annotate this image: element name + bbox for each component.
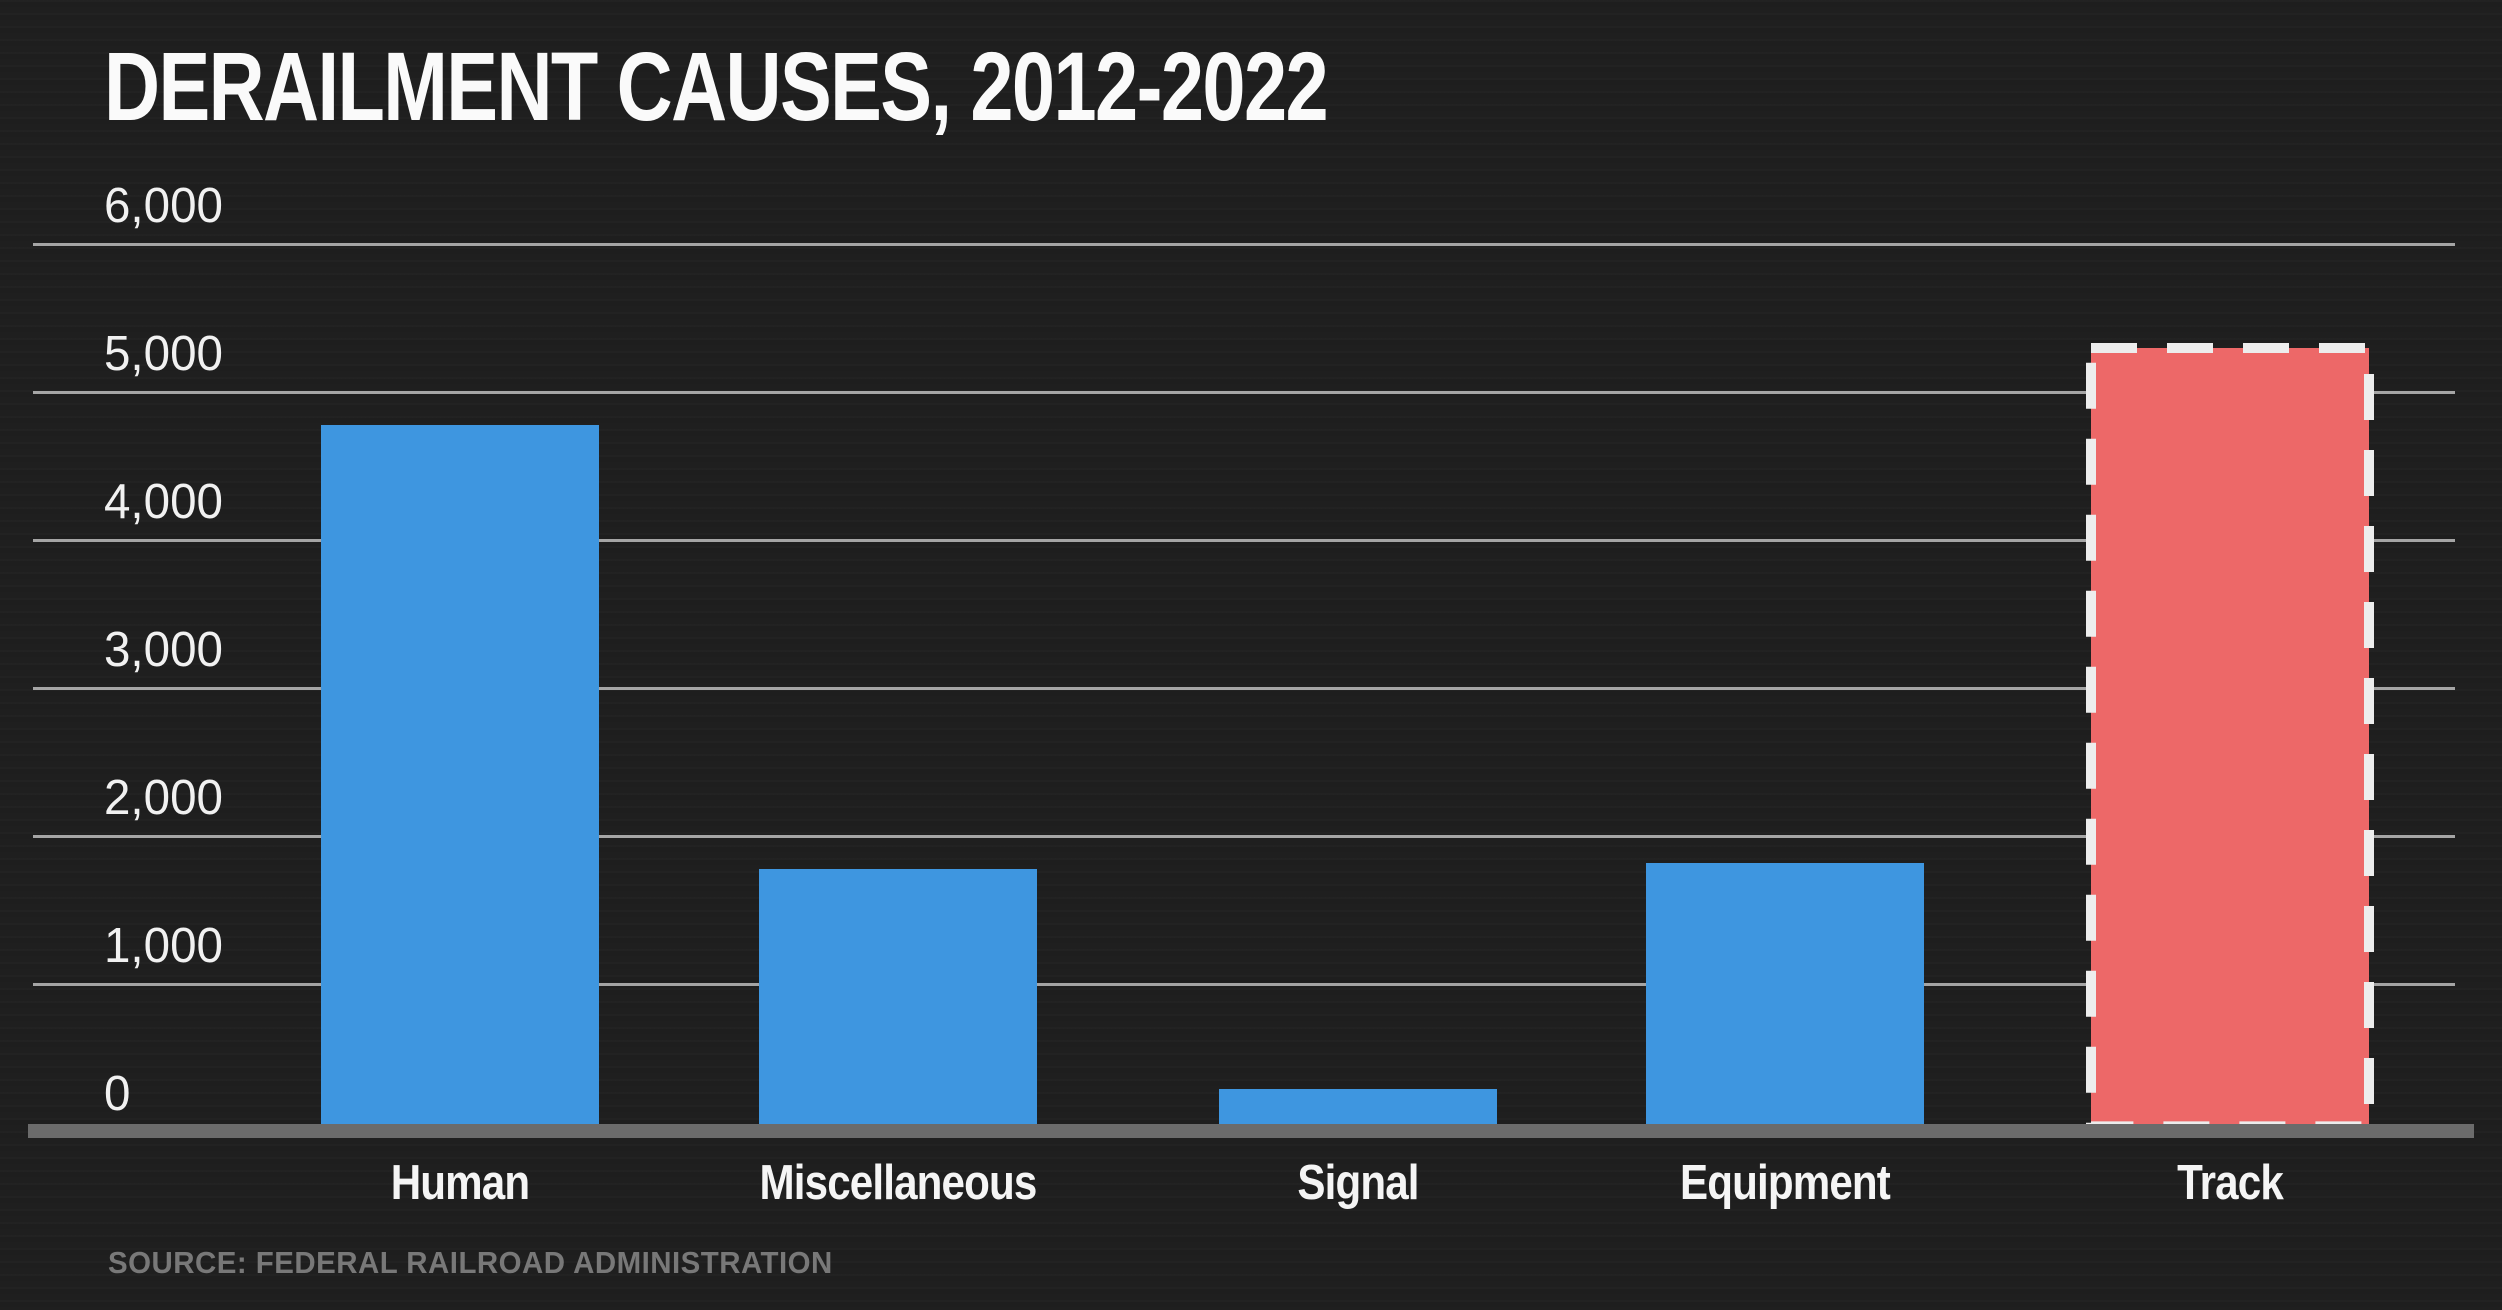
bar-signal <box>1219 1089 1497 1126</box>
gridline-4000 <box>33 539 2455 542</box>
source-attribution: SOURCE: FEDERAL RAILROAD ADMINISTRATION <box>108 1245 833 1280</box>
y-tick-label-6000: 6,000 <box>104 179 223 233</box>
y-tick-label-1000: 1,000 <box>104 919 223 973</box>
highlight-dashed-border <box>2086 342 2374 1131</box>
bar-equipment <box>1646 862 1924 1126</box>
gridline-6000 <box>33 243 2455 246</box>
x-axis-baseline <box>28 1124 2474 1138</box>
bar-miscellaneous <box>759 868 1037 1126</box>
y-tick-label-4000: 4,000 <box>104 475 223 529</box>
x-category-label-miscellaneous: Miscellaneous <box>759 1156 1038 1210</box>
x-category-label-human: Human <box>390 1156 530 1210</box>
gridline-3000 <box>33 687 2455 690</box>
y-tick-label-3000: 3,000 <box>104 623 223 677</box>
gridline-1000 <box>33 983 2455 986</box>
bar-track <box>2086 342 2374 1131</box>
x-category-label-signal: Signal <box>1297 1156 1419 1210</box>
y-tick-label-2000: 2,000 <box>104 771 223 825</box>
x-category-label-track: Track <box>2177 1156 2284 1210</box>
x-category-label-equipment: Equipment <box>1679 1156 1891 1210</box>
y-tick-label-5000: 5,000 <box>104 327 223 381</box>
bar-human <box>321 424 599 1126</box>
chart-title: DERAILMENT CAUSES, 2012-2022 <box>104 32 1329 141</box>
y-tick-label-0: 0 <box>104 1067 131 1121</box>
gridline-5000 <box>33 391 2455 394</box>
gridline-2000 <box>33 835 2455 838</box>
